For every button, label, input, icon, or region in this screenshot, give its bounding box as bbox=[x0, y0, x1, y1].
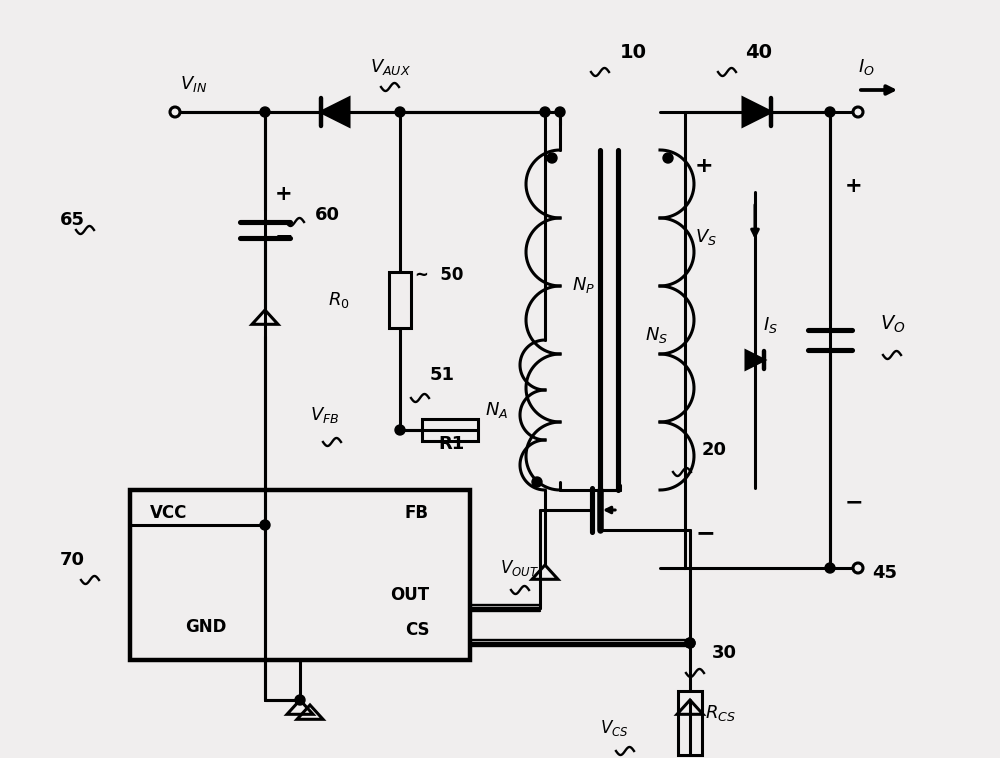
Text: R1: R1 bbox=[438, 435, 464, 453]
Text: $V_{CS}$: $V_{CS}$ bbox=[600, 718, 629, 738]
Text: FB: FB bbox=[405, 504, 429, 522]
Circle shape bbox=[555, 107, 565, 117]
Circle shape bbox=[825, 107, 835, 117]
Circle shape bbox=[395, 107, 405, 117]
Bar bbox=[130, 490, 470, 660]
Text: VCC: VCC bbox=[150, 504, 187, 522]
Circle shape bbox=[260, 107, 270, 117]
Text: 40: 40 bbox=[745, 43, 772, 62]
Polygon shape bbox=[743, 98, 771, 126]
Text: 51: 51 bbox=[430, 366, 455, 384]
Text: $N_A$: $N_A$ bbox=[485, 400, 508, 420]
Bar bbox=[685, 112, 830, 568]
Circle shape bbox=[825, 563, 835, 573]
Circle shape bbox=[260, 520, 270, 530]
Circle shape bbox=[853, 107, 863, 117]
Text: $V_O$: $V_O$ bbox=[880, 314, 906, 335]
Text: OUT: OUT bbox=[390, 586, 429, 604]
Text: CS: CS bbox=[405, 621, 430, 639]
Polygon shape bbox=[746, 351, 764, 369]
Circle shape bbox=[663, 153, 673, 163]
Text: −: − bbox=[845, 492, 864, 512]
Text: $V_{AUX}$: $V_{AUX}$ bbox=[370, 57, 411, 77]
Text: +: + bbox=[845, 176, 863, 196]
Text: ~  50: ~ 50 bbox=[415, 266, 463, 284]
Text: −: − bbox=[695, 521, 715, 545]
Text: 70: 70 bbox=[60, 551, 85, 569]
Text: 60: 60 bbox=[315, 206, 340, 224]
Circle shape bbox=[547, 153, 557, 163]
Bar bbox=[389, 272, 411, 328]
Text: $N_P$: $N_P$ bbox=[572, 275, 595, 295]
Text: $V_{OUT}$: $V_{OUT}$ bbox=[500, 558, 539, 578]
Circle shape bbox=[540, 107, 550, 117]
Text: $I_S$: $I_S$ bbox=[763, 315, 778, 335]
Text: 65: 65 bbox=[60, 211, 85, 229]
Text: $V_S$: $V_S$ bbox=[695, 227, 717, 247]
Text: 45: 45 bbox=[872, 564, 897, 582]
Text: $I_O$: $I_O$ bbox=[858, 57, 875, 77]
Text: $V_{IN}$: $V_{IN}$ bbox=[180, 74, 207, 94]
Text: $N_S$: $N_S$ bbox=[645, 325, 668, 345]
Text: GND: GND bbox=[185, 618, 226, 636]
Text: $V_{FB}$: $V_{FB}$ bbox=[310, 405, 339, 425]
Text: 10: 10 bbox=[620, 43, 647, 62]
Bar bbox=[422, 419, 478, 441]
Circle shape bbox=[853, 563, 863, 573]
Text: −: − bbox=[275, 226, 294, 246]
Text: $R_0$: $R_0$ bbox=[328, 290, 350, 310]
Circle shape bbox=[170, 107, 180, 117]
Circle shape bbox=[532, 477, 542, 487]
Text: 30: 30 bbox=[712, 644, 737, 662]
Text: +: + bbox=[695, 156, 714, 176]
Circle shape bbox=[295, 695, 305, 705]
Circle shape bbox=[685, 638, 695, 648]
Bar bbox=[678, 691, 702, 755]
Text: +: + bbox=[275, 184, 293, 204]
Circle shape bbox=[395, 425, 405, 435]
Polygon shape bbox=[321, 98, 349, 126]
Circle shape bbox=[685, 638, 695, 648]
Text: 20: 20 bbox=[702, 441, 727, 459]
Text: $R_{CS}$: $R_{CS}$ bbox=[705, 703, 736, 723]
